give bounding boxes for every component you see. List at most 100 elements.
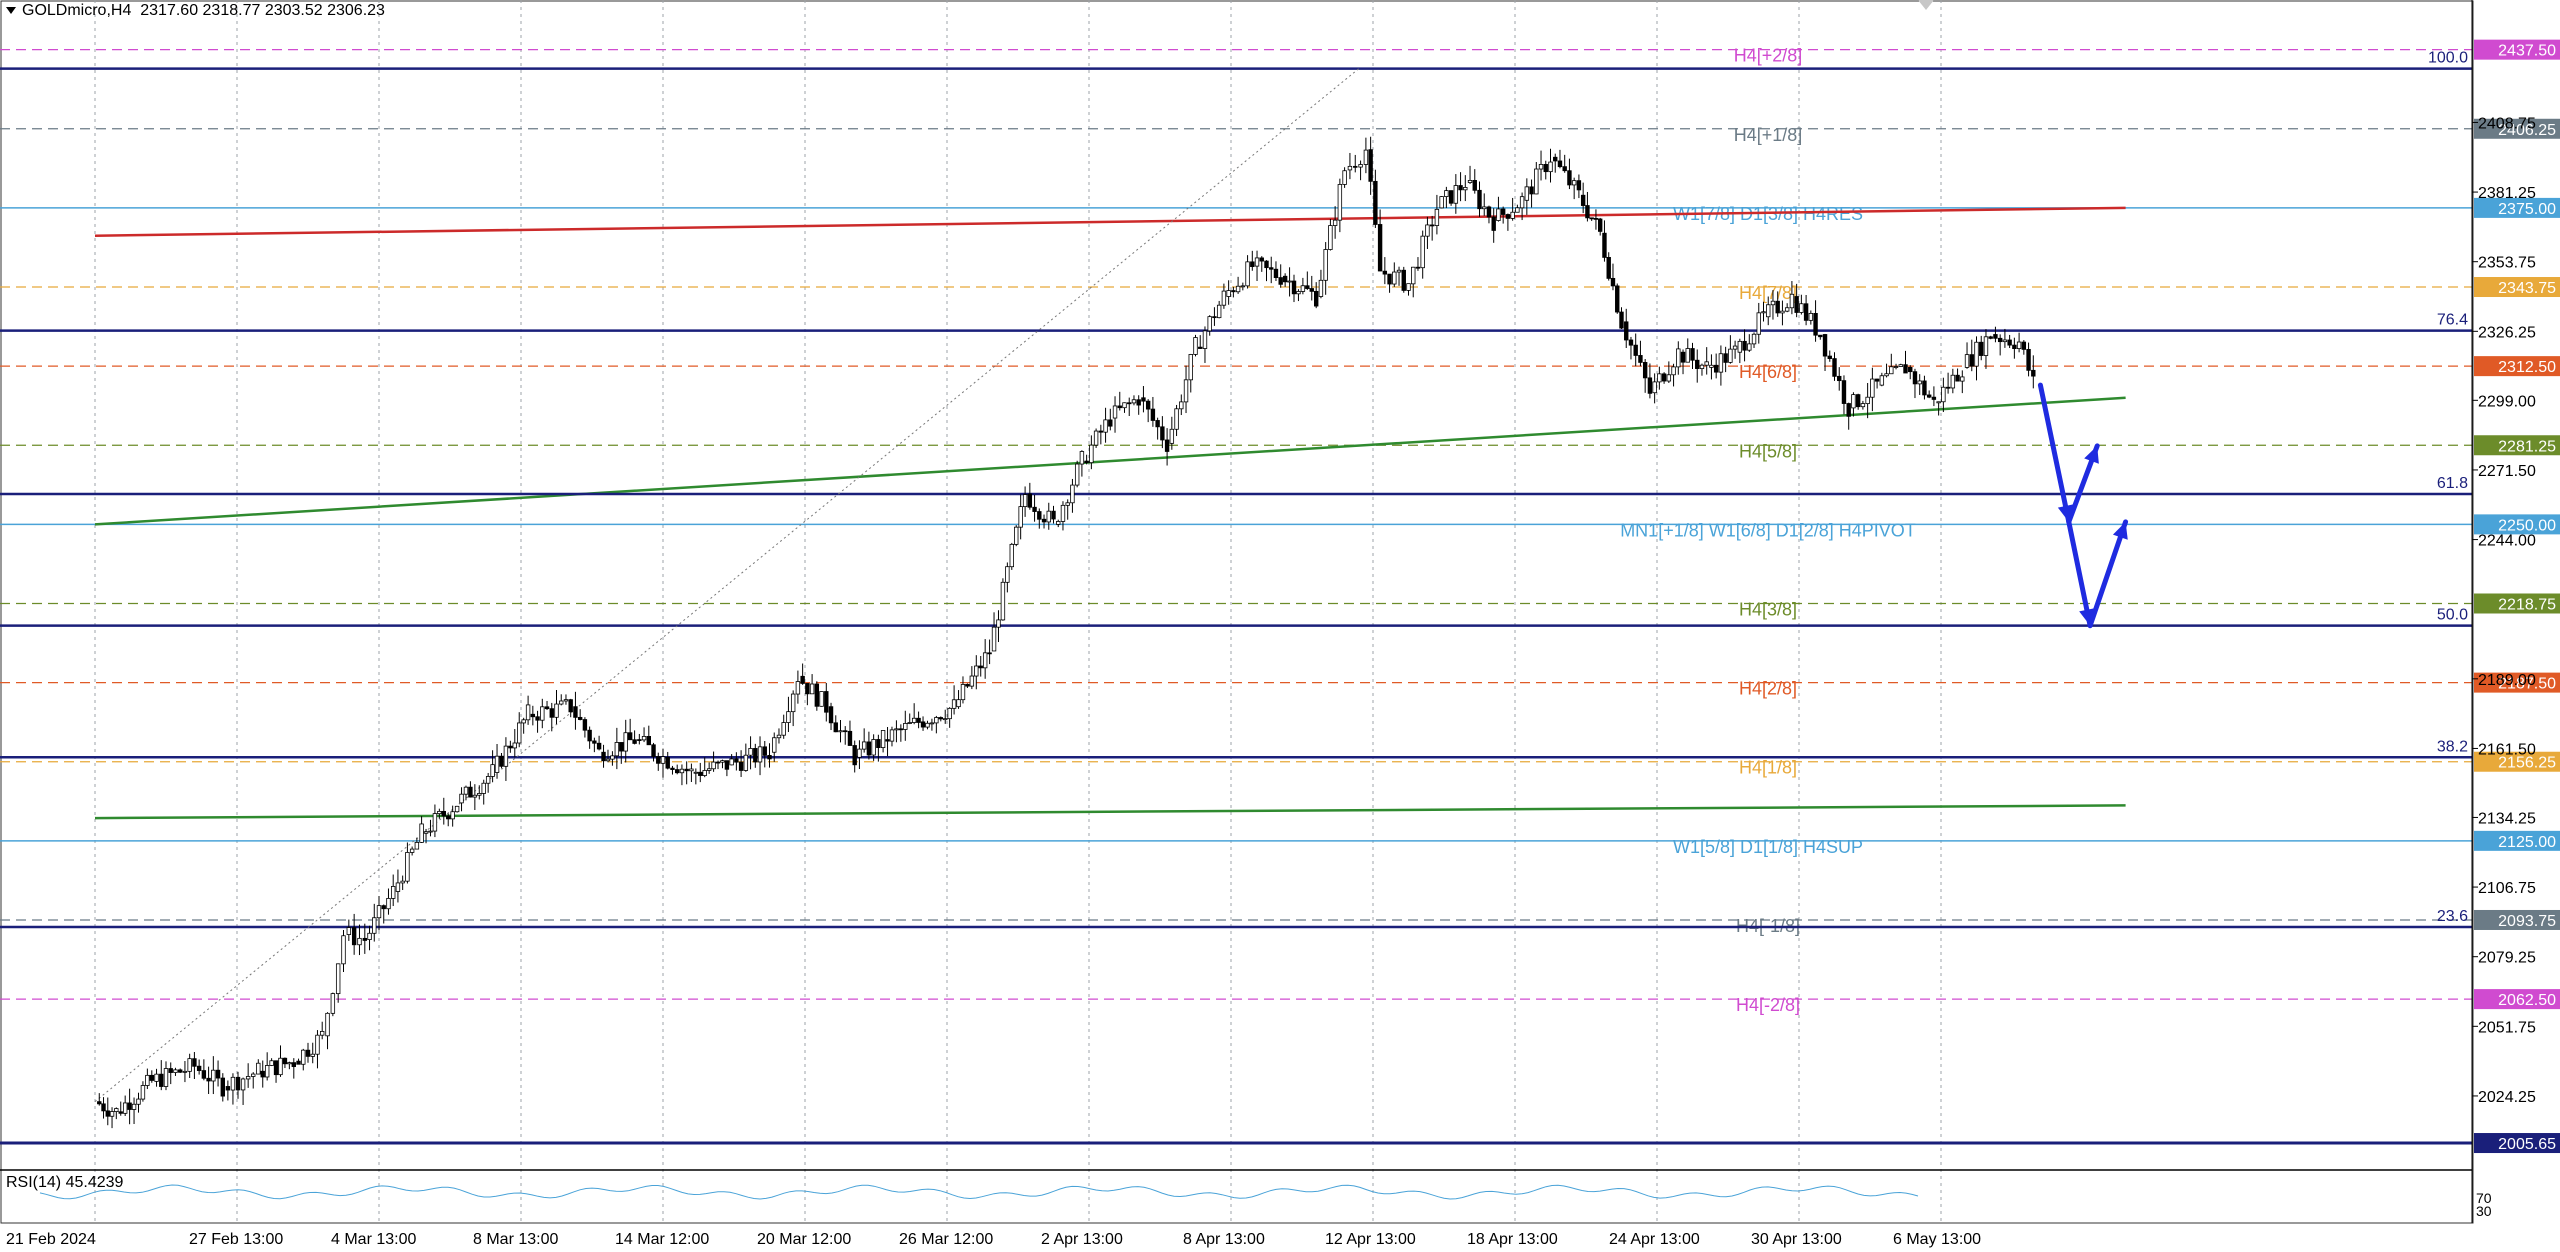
candle-body [521, 719, 526, 724]
candle-body [1070, 484, 1075, 504]
forecast-arrow [2066, 519, 2093, 629]
fib-label: 38.2 [2437, 738, 2468, 755]
candle-body [693, 771, 699, 774]
candle-body [1046, 510, 1051, 523]
candle-body [2031, 369, 2036, 377]
candle-body [278, 1057, 283, 1076]
candle-body [1245, 261, 1250, 287]
candle-body [512, 742, 517, 749]
candle-body [795, 681, 801, 695]
price-tag [2474, 830, 2560, 851]
candle-body [1988, 336, 1993, 339]
price-tag-label: 2250.00 [2498, 517, 2556, 534]
candle-body [1728, 348, 1733, 363]
price-tag-label: 2312.50 [2498, 359, 2556, 376]
candle-body [1005, 566, 1010, 583]
candle-body [1732, 345, 1738, 350]
candle-body [305, 1049, 311, 1057]
candle-body [1813, 313, 1818, 336]
candle-body [1368, 149, 1373, 182]
candle-body [1709, 364, 1714, 368]
candle-body [1751, 333, 1757, 345]
candle-body [660, 756, 666, 764]
candle-body [1145, 400, 1151, 410]
x-tick-label: 4 Mar 13:00 [331, 1231, 416, 1248]
candle-body [1074, 463, 1080, 486]
candle-body [1837, 375, 1842, 382]
chart-title: GOLDmicro,H4 2317.60 2318.77 2303.52 230… [6, 2, 385, 20]
candle-body [1240, 285, 1246, 288]
y-tick-label: 2353.75 [2478, 255, 2536, 272]
candle-body [679, 768, 685, 774]
candle-body [114, 1108, 119, 1112]
candle-body [97, 1101, 102, 1105]
plot-frame [0, 0, 2474, 1224]
candle-body [833, 722, 838, 733]
price-tag-label: 2343.75 [2498, 280, 2556, 297]
candle-body [201, 1070, 207, 1079]
level-label: H4[6/8] [1739, 362, 1797, 382]
x-tick-label: 21 Feb 2024 [6, 1231, 96, 1248]
candle-body [1103, 419, 1108, 433]
trend-line [94, 396, 2126, 526]
candle-body [969, 675, 975, 687]
candle-body [623, 732, 628, 752]
candle-body [459, 793, 464, 804]
candle-body [1392, 271, 1397, 285]
candle-body [1619, 311, 1624, 329]
candle-body [1079, 451, 1085, 465]
candle-body [1884, 373, 1889, 377]
candle-body [1922, 380, 1927, 396]
candle-body [1898, 364, 1903, 367]
y-tick-label: 2189.00 [2478, 672, 2536, 689]
candle-body [843, 730, 848, 733]
candle-body [159, 1073, 164, 1087]
candle-body [136, 1098, 141, 1105]
candle-body [1463, 187, 1468, 191]
candle-body [1235, 285, 1241, 293]
candle-body [1202, 330, 1208, 349]
candle-body [215, 1069, 221, 1079]
candle-body [876, 739, 881, 749]
candle-body [220, 1077, 225, 1097]
candle-body [2021, 341, 2027, 350]
candle-body [943, 718, 948, 721]
candle-body [987, 652, 992, 655]
candle-body [675, 769, 680, 774]
fib-label: 76.4 [2437, 312, 2468, 329]
level-label: H4[2/8] [1739, 679, 1797, 699]
candle-body [1491, 216, 1496, 231]
candle-body [1633, 344, 1638, 356]
candle-body [1519, 196, 1525, 209]
candle-body [1515, 207, 1520, 213]
candle-body [319, 1031, 325, 1036]
candle-body [2016, 341, 2022, 350]
level-label: H4[3/8] [1739, 599, 1797, 619]
candle-body [517, 722, 522, 744]
candle-body [1950, 374, 1956, 389]
candle-body [956, 699, 961, 708]
candle-body [903, 723, 908, 730]
dropdown-triangle-icon[interactable] [6, 7, 16, 15]
candle-body [315, 1034, 320, 1055]
candle-body [1401, 269, 1406, 291]
candle-body [463, 786, 469, 795]
candle-body [619, 742, 624, 752]
candle-body [149, 1074, 154, 1081]
candle-body [1439, 196, 1444, 209]
candle-body [1269, 267, 1274, 270]
candle-body [1548, 161, 1553, 173]
candle-body [477, 793, 482, 796]
y-tick-label: 2326.25 [2478, 324, 2536, 341]
candle-body [206, 1077, 211, 1082]
candle-body [582, 719, 588, 731]
price-axis: 2408.75 2381.25 2353.75 2326.25 2299.00 2271.… [2471, 0, 2536, 1223]
candle-body [494, 755, 500, 773]
candle-body [627, 732, 633, 741]
candle-body [934, 717, 939, 724]
candle-body [1671, 366, 1676, 376]
candle-body [1893, 366, 1899, 368]
candle-body [269, 1060, 274, 1066]
scroll-marker-icon[interactable] [1918, 0, 1934, 10]
